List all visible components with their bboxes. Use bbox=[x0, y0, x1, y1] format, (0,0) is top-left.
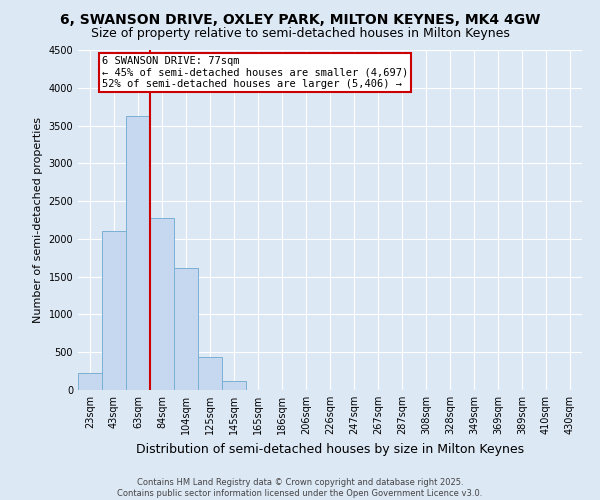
Text: Contains HM Land Registry data © Crown copyright and database right 2025.
Contai: Contains HM Land Registry data © Crown c… bbox=[118, 478, 482, 498]
Text: 6, SWANSON DRIVE, OXLEY PARK, MILTON KEYNES, MK4 4GW: 6, SWANSON DRIVE, OXLEY PARK, MILTON KEY… bbox=[60, 12, 540, 26]
Bar bbox=[78, 372, 102, 390]
Bar bbox=[150, 218, 174, 390]
Bar bbox=[222, 381, 246, 390]
X-axis label: Distribution of semi-detached houses by size in Milton Keynes: Distribution of semi-detached houses by … bbox=[136, 442, 524, 456]
Text: Size of property relative to semi-detached houses in Milton Keynes: Size of property relative to semi-detach… bbox=[91, 28, 509, 40]
Bar bbox=[174, 268, 198, 390]
Bar bbox=[126, 116, 150, 390]
Bar bbox=[198, 357, 222, 390]
Bar bbox=[102, 232, 126, 390]
Y-axis label: Number of semi-detached properties: Number of semi-detached properties bbox=[33, 117, 43, 323]
Text: 6 SWANSON DRIVE: 77sqm
← 45% of semi-detached houses are smaller (4,697)
52% of : 6 SWANSON DRIVE: 77sqm ← 45% of semi-det… bbox=[102, 56, 408, 89]
